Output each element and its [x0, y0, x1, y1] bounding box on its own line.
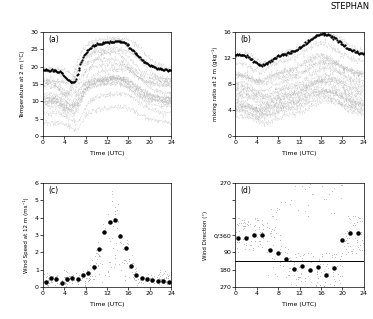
Text: (d): (d) [241, 186, 251, 195]
Y-axis label: Wind Direction (°): Wind Direction (°) [203, 211, 208, 260]
Y-axis label: mixing ratio at 2 m (gkg⁻¹): mixing ratio at 2 m (gkg⁻¹) [212, 47, 218, 121]
Text: (a): (a) [48, 35, 59, 44]
Text: (c): (c) [48, 186, 58, 195]
X-axis label: Time (UTC): Time (UTC) [90, 302, 124, 307]
Y-axis label: Wind Speed at 12 m (ms⁻¹): Wind Speed at 12 m (ms⁻¹) [23, 197, 29, 273]
Text: (b): (b) [241, 35, 251, 44]
Text: STEPHAN: STEPHAN [330, 2, 369, 11]
X-axis label: Time (UTC): Time (UTC) [282, 151, 317, 156]
X-axis label: Time (UTC): Time (UTC) [90, 151, 124, 156]
Y-axis label: Temperature at 2 m (°C): Temperature at 2 m (°C) [20, 50, 25, 118]
X-axis label: Time (UTC): Time (UTC) [282, 302, 317, 307]
